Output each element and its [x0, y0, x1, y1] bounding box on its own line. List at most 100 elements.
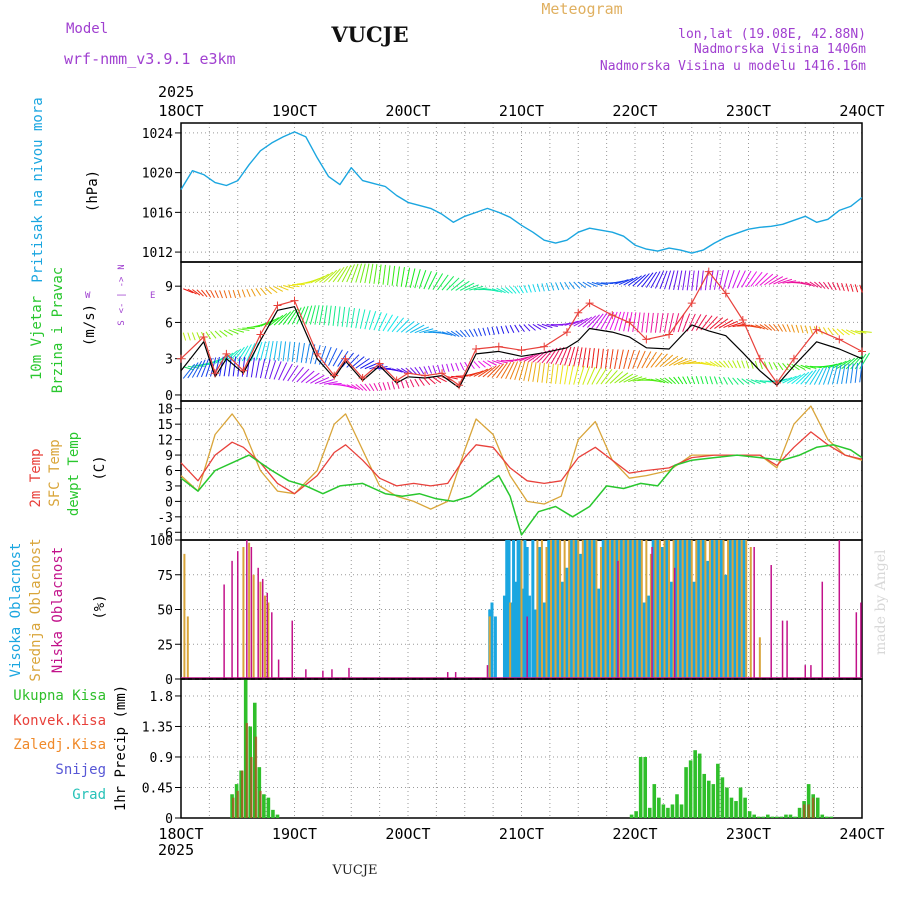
- wind-arrow: [191, 360, 203, 378]
- wind-arrow: [509, 286, 517, 294]
- x-tick-bottom-20OCT: 20OCT: [385, 825, 430, 843]
- wind-arrow: [400, 267, 405, 287]
- wind-arrow: [645, 312, 650, 333]
- wind-gust-marker: [404, 369, 412, 378]
- wind-arrow: [836, 282, 841, 291]
- precip-total-bar: [743, 797, 747, 818]
- precip-unit: 1hr Precip (mm): [113, 685, 129, 811]
- wind-arrow: [201, 289, 208, 298]
- wind-title-2: Brzina i Pravac: [50, 267, 66, 393]
- wind-arrow: [536, 283, 541, 292]
- wind-arrow: [618, 373, 634, 384]
- wind-gust-marker: [455, 381, 464, 390]
- wind-arrow: [300, 342, 305, 363]
- clouds-ytick-label: 0: [165, 673, 173, 688]
- wind-gust-marker: [313, 349, 322, 358]
- wind-arrow: [532, 323, 542, 330]
- wind-arrow: [450, 279, 465, 291]
- precip-total-bar: [638, 756, 643, 818]
- temperature-ytick-label: -3: [157, 511, 173, 526]
- wind-gust-marker: [341, 354, 350, 363]
- wind-gust-marker: [562, 328, 571, 337]
- wind-arrow: [405, 322, 420, 333]
- wind-arrow: [323, 305, 328, 326]
- precip-total-bar: [702, 773, 707, 818]
- wind-arrow: [773, 323, 780, 332]
- wind-arrow: [278, 311, 291, 326]
- precip-conv-bar: [236, 790, 239, 818]
- wind-arrow: [718, 360, 726, 368]
- wind-arrow: [505, 286, 513, 294]
- wind-arrow: [246, 289, 251, 298]
- x-tick-bottom-19OCT: 19OCT: [272, 825, 317, 843]
- wind-gust-marker: [625, 318, 634, 327]
- wind-arrow: [741, 270, 752, 288]
- wind-arrow: [564, 364, 569, 385]
- wind-arrow: [659, 270, 668, 290]
- wind-arrow: [214, 330, 222, 338]
- wind-gust-marker: [438, 369, 447, 378]
- wind-gust-marker: [755, 354, 764, 363]
- wind-arrow: [409, 367, 417, 375]
- wind-arrow: [850, 363, 854, 384]
- precip-total-bar: [775, 816, 779, 818]
- precip-total-bar: [797, 807, 802, 818]
- wind-arrow: [723, 360, 730, 368]
- temperature-ytick-label: 3: [165, 480, 173, 495]
- wind-arrow: [595, 368, 607, 385]
- legend-conv-rain: Konvek.Kisa: [13, 713, 106, 729]
- wind-arrow: [541, 323, 553, 329]
- wind-arrow: [196, 289, 204, 297]
- wind-arrow: [505, 325, 510, 334]
- wind-arrow: [641, 272, 654, 288]
- wind-arrow: [332, 306, 337, 326]
- wind-arrow: [255, 341, 263, 361]
- wind-arrow: [309, 305, 316, 325]
- wind-arrow: [341, 306, 346, 327]
- precip-conv-bar: [807, 804, 810, 818]
- wind-arrow: [305, 372, 320, 384]
- wind-arrow: [650, 312, 654, 333]
- wind-arrow: [627, 312, 633, 332]
- temperature-ytick-label: 12: [157, 434, 173, 449]
- wind-arrow: [527, 323, 536, 331]
- x-tick-top-19OCT: 19OCT: [272, 102, 317, 120]
- wind-arrow: [677, 313, 685, 333]
- wind-arrow: [237, 328, 250, 331]
- wind-arrow: [695, 314, 707, 331]
- wind-arrow: [664, 312, 669, 333]
- wind-arrow: [514, 324, 520, 333]
- wind-arrow: [273, 313, 288, 326]
- wind-arrow: [300, 305, 309, 325]
- wind-arrow: [323, 346, 332, 366]
- wind-arrow: [500, 361, 512, 379]
- wind-arrow: [469, 370, 484, 377]
- wind-arrow: [718, 319, 734, 329]
- clouds-ytick-label: 50: [157, 604, 173, 619]
- wind-arrow: [200, 358, 210, 378]
- wind-ytick-label: 6: [165, 316, 173, 331]
- wind-arrow: [568, 281, 575, 290]
- wind-arrow: [260, 287, 267, 296]
- wind-arrow: [337, 306, 341, 327]
- wind-arrow: [432, 376, 442, 384]
- wind-arrow: [555, 364, 559, 384]
- wind-arrow: [677, 359, 693, 366]
- wind-arrow: [346, 354, 360, 368]
- wind-arrow: [477, 328, 482, 337]
- wind-arrow: [623, 349, 630, 370]
- precip-total-bar: [657, 797, 661, 818]
- wind-arrow: [628, 376, 643, 383]
- wind-arrow: [732, 323, 747, 328]
- wind-arrow: [437, 331, 449, 335]
- wind-arrow: [768, 276, 784, 285]
- wind-gust-marker: [177, 354, 185, 363]
- wind-arrow: [296, 342, 301, 363]
- wind-arrow: [273, 361, 282, 380]
- wind-arrow: [396, 266, 400, 287]
- wind-arrow: [314, 273, 329, 284]
- wind-arrow: [518, 324, 525, 332]
- wind-arrow: [418, 270, 427, 289]
- wind-arrow: [518, 285, 524, 294]
- wind-arrow: [278, 285, 289, 291]
